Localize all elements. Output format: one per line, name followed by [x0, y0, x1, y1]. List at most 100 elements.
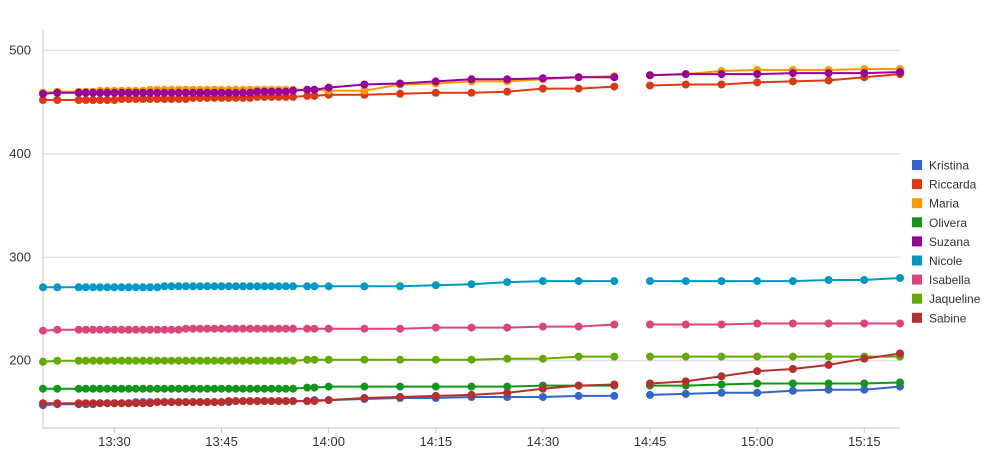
data-point [289, 356, 297, 365]
data-point [210, 324, 219, 333]
data-point [53, 399, 62, 408]
data-point [81, 356, 90, 365]
data-point [431, 281, 440, 290]
data-point [824, 319, 833, 328]
data-point [253, 356, 262, 365]
y-tick-label: 500 [9, 42, 31, 57]
data-point [246, 88, 255, 97]
data-point [431, 323, 440, 332]
data-point [224, 397, 233, 406]
data-point [246, 384, 255, 393]
data-point [167, 384, 176, 393]
data-point [681, 320, 690, 329]
legend-swatch [912, 160, 922, 170]
legend-swatch [912, 312, 922, 323]
data-point [717, 372, 726, 381]
y-tick-label: 200 [9, 353, 31, 368]
data-point [189, 384, 197, 393]
data-point [217, 324, 226, 333]
data-point [281, 87, 290, 96]
data-point [74, 88, 83, 97]
data-point [788, 365, 797, 373]
legend-swatch [912, 217, 922, 228]
data-point [96, 325, 105, 334]
legend-label: Olivera [929, 216, 967, 230]
legend-swatch [912, 198, 922, 209]
data-point [896, 349, 904, 358]
data-point [74, 283, 83, 292]
data-point [324, 396, 333, 405]
data-point [210, 356, 219, 365]
data-point [681, 352, 690, 361]
legend-swatch [912, 236, 922, 247]
data-point [860, 69, 869, 78]
data-point [224, 384, 233, 393]
data-point [196, 398, 205, 407]
data-point [267, 384, 276, 393]
data-point [324, 282, 333, 291]
data-point [53, 325, 62, 334]
x-tick-label: 14:45 [634, 434, 667, 449]
data-point [753, 277, 762, 286]
series-line [650, 381, 901, 387]
data-point [89, 384, 97, 393]
data-point [788, 386, 797, 395]
data-point [53, 88, 62, 97]
data-point [824, 352, 833, 361]
data-point [81, 283, 90, 292]
data-point [81, 399, 90, 408]
data-point [503, 388, 512, 397]
data-point [303, 282, 312, 291]
data-point [538, 393, 547, 401]
data-point [431, 77, 440, 86]
data-point [96, 283, 105, 292]
data-point [217, 356, 226, 365]
data-point [231, 397, 240, 406]
x-tick-label: 13:45 [205, 434, 238, 449]
data-point [324, 382, 333, 391]
x-tick-label: 15:00 [741, 434, 774, 449]
data-point [274, 87, 283, 96]
data-point [139, 95, 147, 103]
data-point [681, 389, 690, 398]
series-group [39, 65, 904, 410]
data-point [824, 379, 833, 388]
data-point [788, 352, 797, 361]
legend-label: Suzana [929, 235, 970, 249]
data-point [503, 87, 512, 96]
data-point [281, 282, 290, 291]
data-point [310, 282, 319, 291]
data-point [289, 86, 297, 95]
data-point [53, 356, 62, 365]
data-point [753, 319, 762, 328]
data-point [396, 393, 405, 401]
data-point [896, 274, 904, 282]
legend-item-jaqueline: Jaqueline [912, 292, 981, 306]
data-point [646, 81, 654, 90]
data-point [431, 382, 440, 391]
data-point [124, 283, 133, 292]
data-point [217, 88, 226, 97]
data-point [431, 355, 440, 364]
data-point [274, 282, 283, 291]
data-point [103, 325, 112, 334]
data-point [260, 324, 269, 333]
data-point [360, 355, 369, 364]
data-point [267, 324, 276, 333]
data-point [360, 394, 369, 402]
data-point [117, 399, 126, 408]
data-point [303, 355, 312, 364]
data-point [124, 325, 133, 334]
data-point [224, 356, 233, 365]
data-point [467, 382, 476, 391]
legend-swatch [912, 274, 922, 285]
data-point [189, 88, 197, 97]
data-point [224, 88, 233, 97]
data-point [753, 379, 762, 388]
data-point [646, 379, 654, 388]
series-line [650, 277, 901, 283]
data-point [788, 379, 797, 388]
data-point [53, 283, 62, 292]
data-point [503, 382, 512, 391]
data-point [274, 397, 283, 406]
